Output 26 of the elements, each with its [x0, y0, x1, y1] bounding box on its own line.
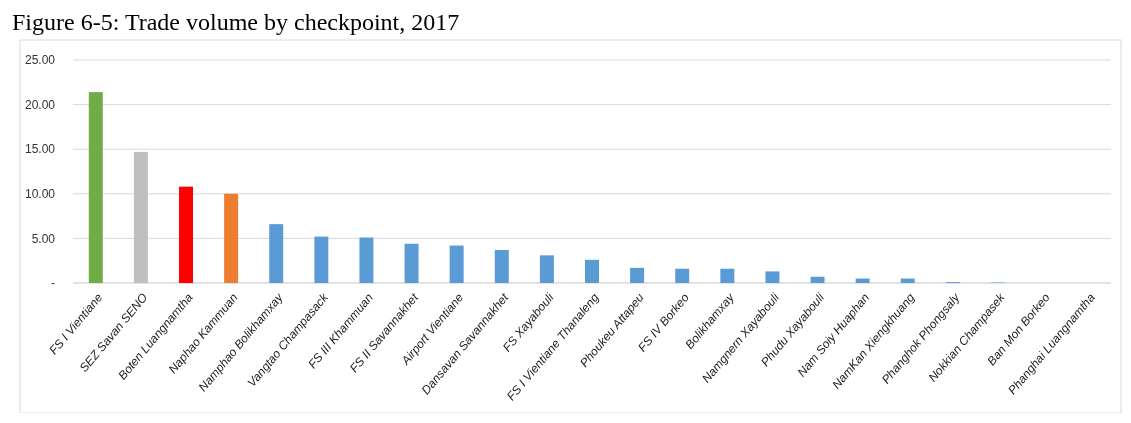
y-tick-label: 15.00: [24, 142, 56, 157]
bar: [133, 151, 148, 283]
bar: [88, 92, 103, 283]
bar: [449, 245, 464, 283]
bar: [900, 278, 915, 283]
bar: [720, 268, 735, 283]
y-tick-label: 25.00: [24, 53, 56, 68]
bar: [765, 271, 780, 283]
y-tick-label: 10.00: [24, 187, 56, 201]
y-tick-label: 5.00: [31, 231, 56, 246]
bar: [359, 237, 374, 283]
bar: [855, 278, 870, 283]
bar: [494, 250, 509, 283]
bar: [539, 255, 554, 283]
y-tick-label: 20.00: [24, 97, 56, 112]
bar: [675, 268, 690, 283]
chart-title: Figure 6-5: Trade volume by checkpoint, 2017: [12, 9, 460, 35]
bar: [314, 236, 329, 283]
bar: [630, 267, 645, 283]
bar: [224, 193, 239, 283]
bar: [179, 186, 193, 283]
bar: [810, 276, 825, 283]
bar: [585, 259, 599, 283]
bar: [404, 243, 419, 283]
y-tick-label: -: [51, 276, 55, 291]
bar: [269, 224, 284, 283]
